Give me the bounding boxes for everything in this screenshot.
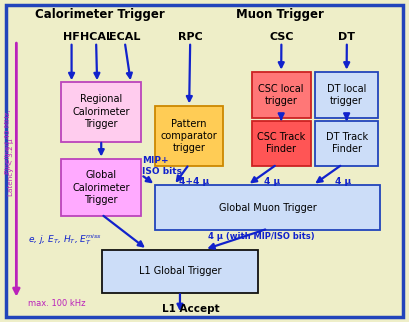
FancyBboxPatch shape <box>155 106 223 166</box>
Text: Calorimeter Trigger: Calorimeter Trigger <box>35 8 165 21</box>
Text: CSC: CSC <box>269 32 294 42</box>
FancyBboxPatch shape <box>102 250 258 293</box>
Text: DT: DT <box>338 32 355 42</box>
Text: HF: HF <box>63 32 80 42</box>
FancyBboxPatch shape <box>252 72 311 118</box>
Text: Latency < 3.2 μ: Latency < 3.2 μ <box>9 139 14 196</box>
Text: e, j, E$_T$, H$_T$, E$_T^{miss}$: e, j, E$_T$, H$_T$, E$_T^{miss}$ <box>28 232 102 247</box>
Text: Muon Trigger: Muon Trigger <box>236 8 324 21</box>
FancyBboxPatch shape <box>315 72 378 118</box>
Text: L1 Accept: L1 Accept <box>162 304 219 314</box>
Text: MIP+
ISO bits: MIP+ ISO bits <box>142 156 182 175</box>
FancyBboxPatch shape <box>6 5 403 317</box>
FancyBboxPatch shape <box>252 121 311 166</box>
Text: L1 Global Trigger: L1 Global Trigger <box>139 266 221 276</box>
FancyBboxPatch shape <box>155 185 380 230</box>
FancyBboxPatch shape <box>61 82 141 142</box>
Text: Pattern
comparator
trigger: Pattern comparator trigger <box>161 118 218 154</box>
Text: Regional
Calorimeter
Trigger: Regional Calorimeter Trigger <box>72 94 130 129</box>
Text: RPC: RPC <box>178 32 202 42</box>
Text: CSC local
trigger: CSC local trigger <box>258 84 304 106</box>
Text: 4 μ (with MIP/ISO bits): 4 μ (with MIP/ISO bits) <box>209 232 315 241</box>
Text: DT local
trigger: DT local trigger <box>327 84 366 106</box>
Text: DT Track
Finder: DT Track Finder <box>326 132 368 155</box>
Text: HCAL: HCAL <box>80 32 112 42</box>
FancyBboxPatch shape <box>315 121 378 166</box>
Text: 4+4 μ: 4+4 μ <box>179 177 209 186</box>
Text: CSC Track
Finder: CSC Track Finder <box>257 132 305 155</box>
Text: Pipelined 40 MHz,: Pipelined 40 MHz, <box>5 109 11 174</box>
Text: Global Muon Trigger: Global Muon Trigger <box>219 203 317 213</box>
Text: Global
Calorimeter
Trigger: Global Calorimeter Trigger <box>72 170 130 205</box>
Text: 4 μ: 4 μ <box>335 177 352 186</box>
Text: max. 100 kHz: max. 100 kHz <box>28 299 85 308</box>
Text: ECAL: ECAL <box>109 32 140 42</box>
Text: 4 μ: 4 μ <box>264 177 280 186</box>
FancyBboxPatch shape <box>61 159 141 216</box>
